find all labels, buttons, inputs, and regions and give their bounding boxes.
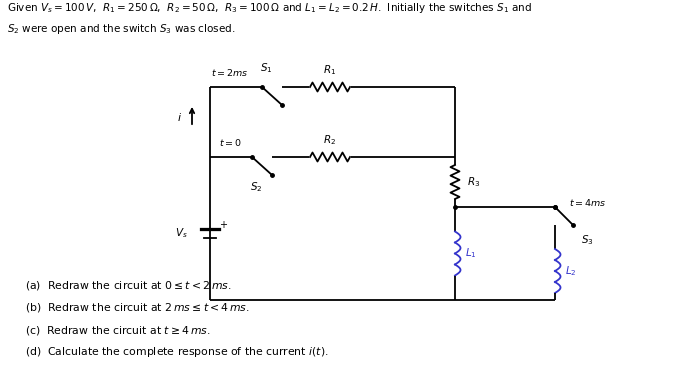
Text: $S_3$: $S_3$ [581, 233, 594, 247]
Text: $R_3$: $R_3$ [467, 175, 480, 189]
Text: $L_1$: $L_1$ [465, 247, 477, 260]
Text: (c)  Redraw the circuit at $t \geq 4\,ms$.: (c) Redraw the circuit at $t \geq 4\,ms$… [25, 324, 210, 337]
Text: $V_s$: $V_s$ [175, 227, 188, 240]
Text: $t=0$: $t=0$ [218, 137, 242, 148]
Text: $t=2ms$: $t=2ms$ [211, 67, 248, 78]
Text: $S_1$: $S_1$ [260, 61, 272, 75]
Text: $S_2$: $S_2$ [250, 180, 262, 194]
Text: (a)  Redraw the circuit at $0 \leq t < 2\,ms$.: (a) Redraw the circuit at $0 \leq t < 2\… [25, 279, 231, 292]
Text: $+$: $+$ [220, 219, 228, 230]
Text: (b)  Redraw the circuit at $2\,ms \leq t < 4\,ms$.: (b) Redraw the circuit at $2\,ms \leq t … [25, 301, 249, 314]
Text: Given $V_s = 100\,V$,  $R_1 = 250\,\Omega$,  $R_2 = 50\,\Omega$,  $R_3 = 100\,\O: Given $V_s = 100\,V$, $R_1 = 250\,\Omega… [7, 1, 532, 15]
Text: $t=4ms$: $t=4ms$ [569, 198, 607, 208]
Text: $R_1$: $R_1$ [323, 63, 337, 77]
Text: $i$: $i$ [177, 111, 182, 123]
Text: $S_2$ were open and the switch $S_3$ was closed.: $S_2$ were open and the switch $S_3$ was… [7, 22, 235, 36]
Text: $L_2$: $L_2$ [565, 264, 577, 278]
Text: (d)  Calculate the complete response of the current $i(t)$.: (d) Calculate the complete response of t… [25, 345, 328, 359]
Text: $R_2$: $R_2$ [323, 133, 337, 147]
